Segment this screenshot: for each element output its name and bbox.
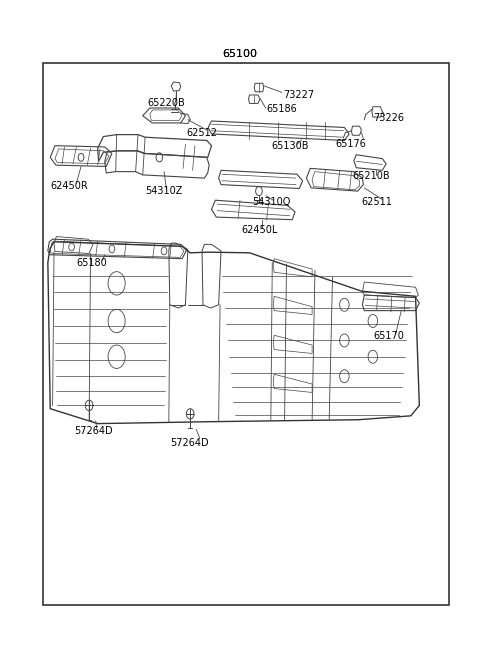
Text: 65100: 65100 [223,49,257,59]
Text: 65180: 65180 [76,257,107,267]
Text: 65170: 65170 [374,331,405,341]
Text: 54310Q: 54310Q [252,197,290,207]
Text: 54310Z: 54310Z [145,186,182,196]
Text: 62450R: 62450R [50,181,88,191]
Text: 73227: 73227 [283,90,314,100]
Text: 73226: 73226 [373,113,404,123]
Text: 65210B: 65210B [352,171,390,181]
Text: 65100: 65100 [223,49,257,59]
Text: 57264D: 57264D [170,438,208,448]
Text: 65220B: 65220B [147,98,185,109]
Text: 65130B: 65130B [272,141,309,151]
Text: 57264D: 57264D [74,426,113,436]
Text: 62512: 62512 [187,128,218,138]
Text: 65176: 65176 [335,139,366,149]
Text: 65186: 65186 [266,104,297,114]
Bar [43,63,449,605]
Text: 62450L: 62450L [241,225,277,235]
Text: 62511: 62511 [361,197,392,207]
